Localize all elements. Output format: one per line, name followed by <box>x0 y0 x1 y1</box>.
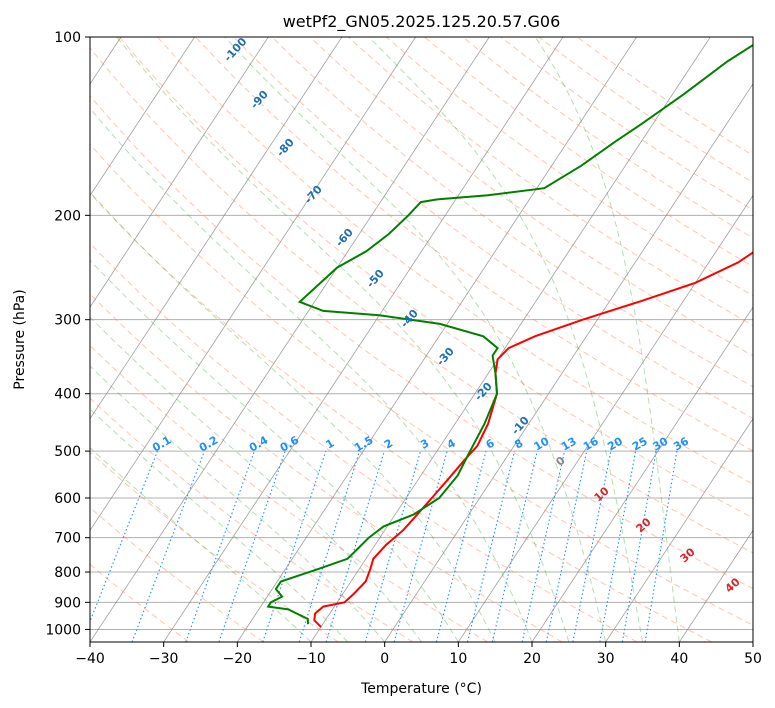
mixing-ratio-line <box>325 450 385 642</box>
y-tick-label: 100 <box>54 30 81 46</box>
dry-adiabat-line <box>157 37 753 485</box>
isotherm-line <box>678 529 753 642</box>
y-axis: 1000 900 800 700 600 500 400 300 200 100 <box>45 30 90 638</box>
mixing-ratio-line <box>644 451 678 642</box>
y-tick-label: 300 <box>54 313 81 329</box>
isotherm-line <box>90 37 343 420</box>
mixing-ratio-line <box>491 450 538 642</box>
y-axis-title: Pressure (hPa) <box>12 289 28 389</box>
isotherm-line <box>310 37 711 642</box>
isotherm-line <box>457 194 753 642</box>
mixing-ratio-line <box>435 450 487 642</box>
dry-adiabat-line <box>118 37 753 519</box>
dry-adiabat-line <box>195 37 753 452</box>
y-tick-label: 600 <box>54 491 81 507</box>
moist-adiabat-line <box>116 37 570 642</box>
x-axis: −40 −30 −20 −10 0 10 20 30 40 50 <box>75 642 762 667</box>
x-tick-label: −40 <box>75 651 105 667</box>
moist-adiabat-line <box>90 316 422 642</box>
moist-adiabat-line <box>368 37 643 642</box>
mixing-ratio-line <box>621 451 657 642</box>
moist-adiabat-line <box>534 37 680 642</box>
background-lines <box>90 37 753 642</box>
moist-adiabat-line <box>90 408 349 642</box>
mixing-ratio-line <box>572 450 612 642</box>
x-tick-label: 40 <box>670 651 688 667</box>
dry-adiabat-line <box>90 293 563 642</box>
chart-title: wetPf2_GN05.2025.125.20.57.G06 <box>283 12 561 32</box>
dry-adiabat-line <box>347 37 753 327</box>
moist-adiabat-line <box>224 37 607 642</box>
y-tick-label: 700 <box>54 531 81 547</box>
dry-adiabat-line <box>386 37 753 297</box>
x-tick-label: −30 <box>149 651 179 667</box>
isotherm-line <box>236 37 637 642</box>
mixing-ratio-line <box>545 450 588 642</box>
x-tick-label: 50 <box>744 651 762 667</box>
isotherm-line <box>163 37 564 642</box>
isotherm-line <box>90 37 490 642</box>
x-tick-label: −10 <box>296 651 326 667</box>
x-tick-label: −20 <box>223 651 253 667</box>
y-tick-label: 800 <box>54 565 81 581</box>
moist-adiabat-line <box>90 259 459 642</box>
moist-adiabat-line <box>90 446 312 642</box>
profile-lines <box>266 43 753 628</box>
isotherm-line <box>531 306 753 642</box>
mixing-ratio-line <box>218 450 286 642</box>
mixing-ratio-line <box>185 450 255 642</box>
mixing-ratio-line <box>521 450 566 642</box>
dry-adiabat-line <box>90 506 264 642</box>
y-tick-label: 500 <box>54 444 81 460</box>
y-tick-label: 200 <box>54 208 81 224</box>
isotherm-line <box>90 37 416 532</box>
mixing-ratio-line <box>298 450 361 642</box>
x-tick-label: 10 <box>449 651 467 667</box>
y-tick-label: 900 <box>54 595 81 611</box>
moist-adiabat-line <box>90 365 386 642</box>
isotherm-line <box>605 418 753 642</box>
moist-adiabat-line <box>90 191 496 642</box>
mixing-ratio-line <box>466 450 516 642</box>
x-tick-label: 20 <box>523 651 541 667</box>
y-tick-label: 1000 <box>45 622 81 638</box>
mixing-ratio-line <box>393 450 448 642</box>
isotherm-line <box>90 37 269 308</box>
dry-adiabat-line <box>90 47 753 554</box>
dewpoint-profile <box>266 43 753 625</box>
dry-adiabat-line <box>90 344 488 642</box>
y-tick-label: 400 <box>54 387 81 403</box>
mixing-ratio-line <box>599 451 637 642</box>
plot-frame <box>89 36 754 643</box>
x-tick-label: 30 <box>597 651 615 667</box>
isotherm-line <box>90 37 195 197</box>
mixing-ratio-line <box>262 450 327 642</box>
x-axis-title: Temperature (°C) <box>360 681 482 697</box>
moist-adiabat-line <box>90 107 533 642</box>
dry-adiabat-line <box>90 143 753 626</box>
x-tick-label: 0 <box>380 651 389 667</box>
dry-adiabat-line <box>233 37 753 419</box>
mixing-ratio-line <box>364 450 422 642</box>
isotherm-line <box>384 83 753 642</box>
